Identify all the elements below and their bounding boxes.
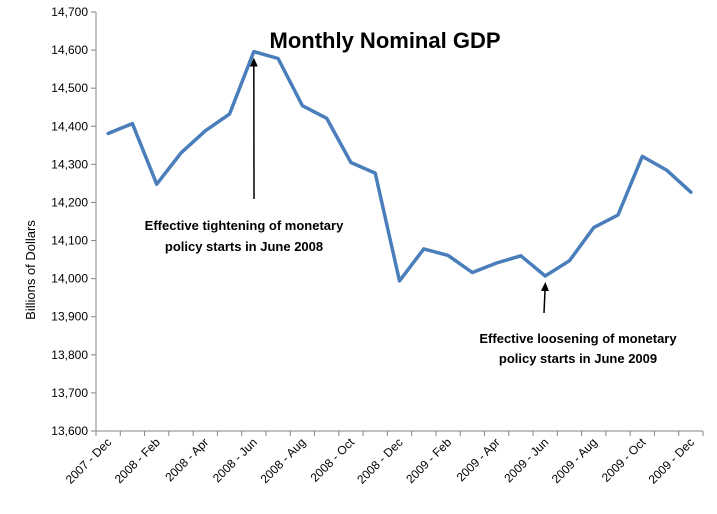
y-tick-label: 13,800	[51, 348, 88, 362]
tick-labels: 13,600 13,700 13,800 13,900 14,000 14,100 14,2…	[51, 5, 697, 487]
y-tick-label: 14,500	[51, 81, 88, 95]
x-tick-label: 2009 - Aug	[549, 435, 600, 486]
y-tick-label: 14,300	[51, 157, 88, 171]
y-tick-label: 13,900	[51, 310, 88, 324]
axes	[91, 11, 704, 436]
annotations: Effective tightening of monetary policy s…	[145, 57, 677, 366]
x-tick-label: 2008 - Oct	[308, 435, 358, 485]
x-tick-label: 2009 - Oct	[599, 435, 649, 485]
annotation-text: policy starts in June 2008	[165, 239, 323, 254]
series-line	[106, 49, 693, 283]
annotation-text: policy starts in June 2009	[499, 351, 657, 366]
y-axis-title: Billions of Dollars	[23, 220, 38, 320]
x-tick-label: 2008 - Jun	[210, 435, 260, 485]
x-tick-label: 2009 - Apr	[454, 435, 503, 484]
annotation-text: Effective loosening of monetary	[479, 331, 677, 346]
y-tick-label: 13,600	[51, 424, 88, 438]
y-tick-label: 14,100	[51, 234, 88, 248]
chart-title: Monthly Nominal GDP	[270, 28, 501, 53]
x-tick-label: 2008 - Apr	[162, 435, 211, 484]
y-tick-label: 14,600	[51, 43, 88, 57]
y-tick-label: 14,700	[51, 5, 88, 19]
x-tick-label: 2009 - Dec	[646, 435, 697, 486]
x-tick-label: 2008 - Feb	[112, 435, 163, 486]
x-tick-label: 2009 - Jun	[501, 435, 551, 485]
x-tick-label: 2007 - Dec	[63, 435, 114, 486]
y-tick-label: 14,400	[51, 119, 88, 133]
y-tick-label: 14,200	[51, 195, 88, 209]
x-tick-label: 2008 - Aug	[258, 435, 309, 486]
y-tick-label: 14,000	[51, 272, 88, 286]
series	[106, 49, 693, 283]
annotation-text: Effective tightening of monetary	[145, 218, 344, 233]
x-tick-label: 2008 - Dec	[354, 435, 405, 486]
annotation-arrow	[540, 281, 549, 314]
y-tick-label: 13,700	[51, 386, 88, 400]
x-tick-label: 2009 - Feb	[403, 435, 454, 486]
